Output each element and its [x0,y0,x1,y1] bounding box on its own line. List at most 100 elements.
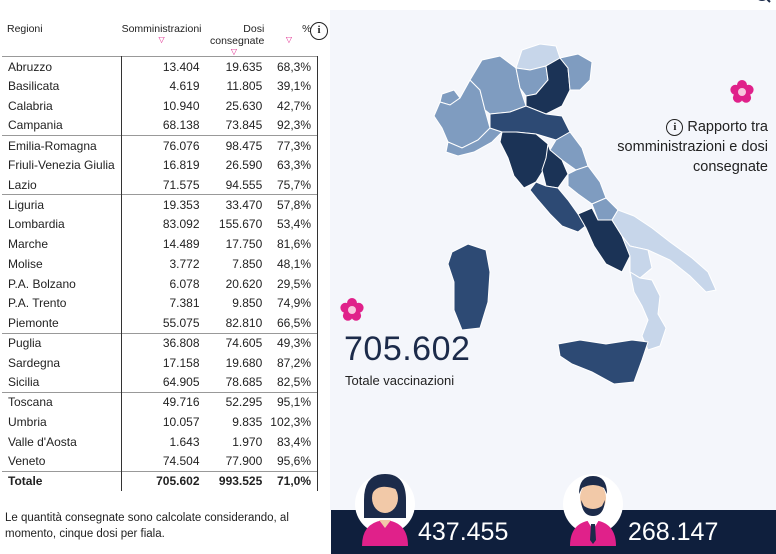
header-percent[interactable]: % ▽ [266,20,317,57]
region-lazio[interactable] [529,181,589,233]
cell-dosi: 82.810 [225,315,263,330]
cell-dosi: 9.850 [232,296,263,311]
table-row[interactable]: Basilicata 4.619 11.805 39,1% [2,76,319,96]
cell-somministrazioni: 1.643 [169,434,200,449]
female-avatar-icon [355,474,415,546]
region-sardegna[interactable] [447,243,491,331]
cell-regione: P.A. Bolzano [2,273,123,294]
cell-dosi: 11.805 [226,79,263,94]
cell-dosi: 9.835 [232,414,263,429]
cell-dosi: 1.970 [232,434,263,449]
table-row[interactable]: Emilia-Romagna 76.076 98.475 77,3% [2,135,319,156]
table-row[interactable]: Sardegna 17.158 19.680 87,2% [2,352,319,373]
cell-dosi: 94.555 [225,177,263,192]
region-calabria[interactable] [629,270,667,351]
cell-percent: 77,3% [266,135,319,156]
cell-regione: Puglia [2,332,123,353]
info-icon[interactable]: i [666,119,684,136]
header-dosi-consegnate[interactable]: Dosi consegnate ▽ [204,20,267,57]
table-row[interactable]: Campania 68.138 73.845 92,3% [2,115,319,136]
table-row[interactable]: Toscana 49.716 52.295 95,1% [2,391,319,412]
cell-dosi: 73.845 [225,118,263,133]
cell-dosi: 26.590 [225,158,263,173]
cell-regione: Friuli-Venezia Giulia [2,155,123,175]
cell-percent: 82,5% [266,372,319,393]
table-row[interactable]: Friuli-Venezia Giulia 16.819 26.590 63,3% [2,155,319,175]
male-avatar-icon [563,474,623,546]
region-liguria[interactable] [445,127,503,157]
cell-regione: Emilia-Romagna [2,135,123,156]
cell-dosi: 33.470 [203,194,267,215]
cell-somministrazioni: 16.819 [162,158,200,173]
region-sicilia[interactable] [557,339,649,385]
header-regioni-label: Regioni [7,23,43,35]
table-row[interactable]: Molise 3.772 7.850 48,1% [2,254,319,274]
total-dosi-cell: 993.525 [203,470,267,491]
cell-regione: Campania [2,115,123,136]
cell-percent: 29,5% [266,273,319,294]
male-count: 268.147 [628,518,719,546]
cell-somministrazioni: 10.940 [162,98,200,113]
region-abruzzo[interactable] [567,165,607,205]
table-row[interactable]: Calabria 10.940 25.630 42,7% [2,96,319,116]
sort-down-icon[interactable]: ▽ [285,35,292,44]
cell-dosi: 155.670 [218,217,263,232]
cell-regione: Basilicata [2,76,123,96]
table-row[interactable]: Liguria 19.353 33.470 57,8% [2,194,319,215]
map-panel: i Rapporto tra somministrazioni e dosi co… [330,10,776,510]
cell-percent: 63,3% [266,155,319,175]
table-row[interactable]: Lazio 71.575 94.555 75,7% [2,175,319,195]
header-regioni[interactable]: Regioni [2,20,122,57]
header-somministrazioni-label: Somministrazioni [121,23,202,35]
cell-somministrazioni: 36.808 [121,332,204,353]
table-row[interactable]: Marche 14.489 17.750 81,6% [2,234,319,254]
header-somministrazioni[interactable]: Somministrazioni ▽ [122,20,204,57]
table-row[interactable]: Piemonte 55.075 82.810 66,5% [2,313,319,333]
table-row[interactable]: Abruzzo 13.404 19.635 68,3% [2,56,319,77]
sort-down-icon[interactable]: ▽ [158,35,165,44]
cell-somministrazioni: 4.619 [169,79,200,94]
cell-dosi: 17.750 [225,237,263,252]
table-row[interactable]: P.A. Trento 7.381 9.850 74,9% [2,293,319,314]
cell-regione: Liguria [2,194,123,215]
table-row[interactable]: Sicilia 64.905 78.685 82,5% [2,372,319,393]
table-row[interactable]: Veneto 74.504 77.900 95,6% [2,451,319,472]
cell-somministrazioni: 7.381 [169,296,200,311]
cell-somministrazioni: 83.092 [162,217,200,232]
cell-percent: 49,3% [266,332,319,353]
cell-somministrazioni: 3.772 [169,256,200,271]
cell-somministrazioni: 49.716 [121,391,204,412]
cell-somministrazioni: 14.489 [162,237,200,252]
region-basilicata[interactable] [621,235,653,279]
cell-dosi: 52.295 [203,391,267,412]
search-icon[interactable] [752,0,772,4]
sort-down-icon[interactable]: ▽ [230,47,237,56]
cell-regione: Molise [2,254,123,274]
region-toscana[interactable] [499,131,549,189]
cell-percent: 83,4% [266,431,319,452]
flower-icon [730,80,754,103]
cell-percent: 81,6% [266,234,319,254]
header-dosi-label: Dosi consegnate [209,23,265,47]
cell-somministrazioni: 68.138 [162,118,200,133]
table-row[interactable]: Umbria 10.057 9.835 102,3% [2,412,319,432]
cell-somministrazioni: 10.057 [162,414,200,429]
table-row[interactable]: Valle d'Aosta 1.643 1.970 83,4% [2,431,319,452]
cell-somministrazioni: 6.078 [169,276,200,291]
cell-regione: Calabria [2,96,123,116]
regions-table: Regioni Somministrazioni ▽ Dosi consegnat… [2,20,319,491]
total-vaccinations-label: Totale vaccinazioni [345,373,455,388]
cell-dosi: 98.475 [203,135,267,156]
cell-somministrazioni: 64.905 [162,375,200,390]
table-row[interactable]: Puglia 36.808 74.605 49,3% [2,332,319,353]
region-friuli[interactable] [559,53,593,91]
table-row[interactable]: Lombardia 83.092 155.670 53,4% [2,214,319,235]
italy-map [340,43,754,385]
cell-regione: Sardegna [2,352,123,373]
cell-dosi: 19.680 [225,355,263,370]
info-icon[interactable]: i [310,22,328,40]
table-row[interactable]: P.A. Bolzano 6.078 20.620 29,5% [2,273,319,294]
cell-percent: 95,1% [266,391,319,412]
table-total-row: Totale 705.602 993.525 71,0% [2,470,319,491]
cell-regione: P.A. Trento [2,293,123,314]
